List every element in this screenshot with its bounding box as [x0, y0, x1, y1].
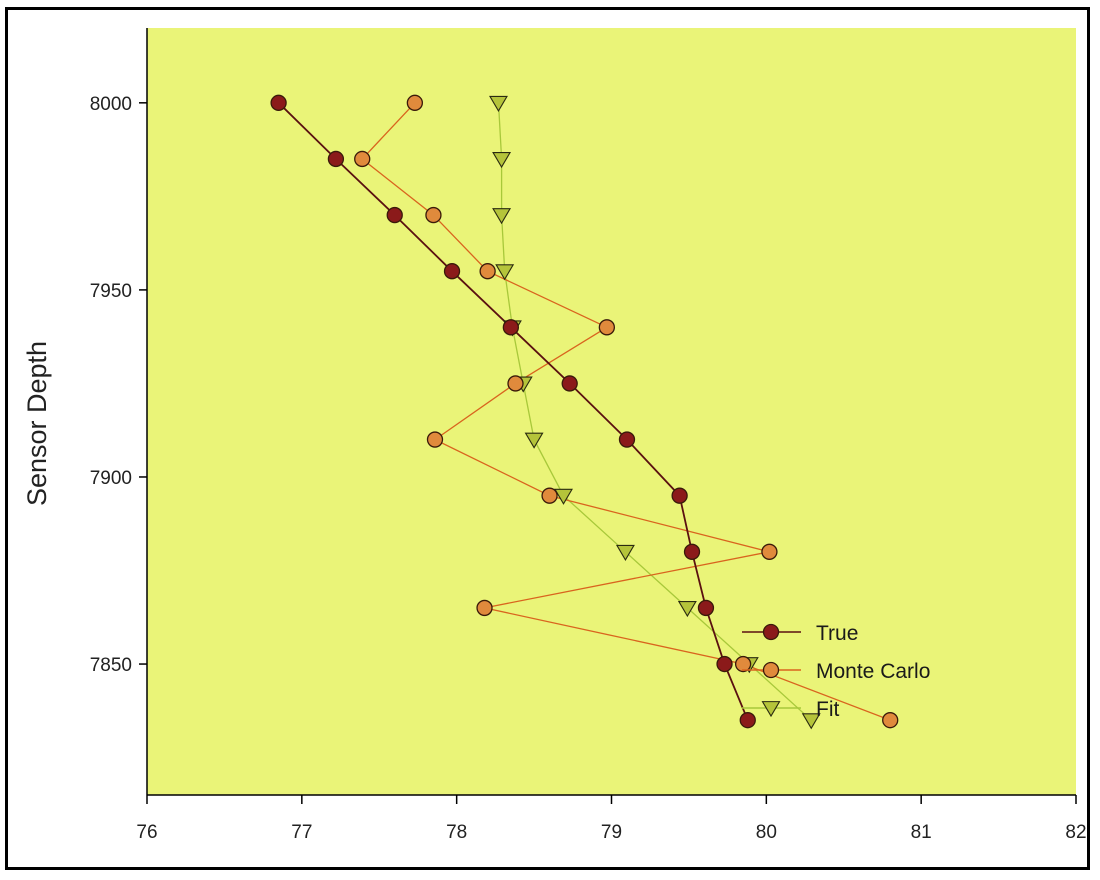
series-line-monte-carlo	[361, 102, 891, 721]
x-tick-label: 81	[911, 822, 932, 843]
x-tick-label: 82	[1065, 822, 1086, 843]
y-axis-title: Sensor Depth	[22, 341, 52, 506]
data-point-fit	[495, 264, 515, 281]
data-point-true	[697, 599, 715, 617]
data-point-monte-carlo	[425, 206, 442, 224]
data-point-fit	[554, 488, 573, 505]
y-axis: 7850 7900 7950 8000	[90, 28, 148, 795]
x-tick-label: 76	[136, 822, 157, 843]
legend-marker	[762, 623, 780, 641]
data-point-true	[386, 206, 403, 224]
legend-marker	[761, 701, 781, 718]
legend-item-true: True	[742, 622, 858, 645]
data-point-fit	[492, 152, 512, 169]
data-point-true	[716, 655, 733, 673]
data-point-monte-carlo	[598, 319, 616, 336]
data-point-fit	[615, 544, 635, 561]
legend-marker	[762, 661, 780, 679]
legend-label: True	[816, 622, 858, 645]
data-point-true	[502, 319, 520, 336]
plot-area	[147, 28, 1076, 795]
x-tick-label: 80	[756, 822, 777, 843]
data-point-true	[683, 543, 701, 560]
series-line-fit	[497, 102, 812, 721]
y-tick-label: 7900	[90, 468, 132, 489]
legend-label: Monte Carlo	[816, 660, 930, 683]
data-point-monte-carlo	[541, 487, 558, 504]
data-point-monte-carlo	[761, 543, 778, 560]
legend-label: Fit	[816, 698, 839, 721]
data-point-fit	[801, 713, 821, 730]
data-point-monte-carlo	[354, 150, 371, 168]
data-point-monte-carlo	[476, 599, 493, 617]
legend-item-fit: Fit	[742, 698, 839, 721]
legend: True Monte Carlo Fit	[742, 622, 930, 721]
x-axis: 76 77 78 79 80 81 82	[136, 794, 1087, 843]
series-points-true	[270, 94, 756, 729]
series-points-monte-carlo	[354, 94, 899, 729]
data-point-monte-carlo	[507, 375, 524, 392]
data-point-monte-carlo	[406, 94, 424, 111]
series-layer	[270, 94, 899, 730]
data-point-fit	[524, 432, 544, 449]
series-line-true	[277, 102, 749, 721]
data-point-true	[618, 431, 636, 448]
data-point-true	[327, 150, 345, 168]
data-point-monte-carlo	[426, 431, 444, 448]
data-point-true	[739, 712, 756, 729]
y-tick-label: 7850	[90, 655, 132, 676]
x-tick-label: 79	[601, 822, 622, 843]
data-point-fit	[677, 601, 697, 618]
x-tick-label: 77	[291, 822, 312, 843]
data-point-true	[561, 375, 578, 392]
y-tick-label: 7950	[90, 281, 132, 302]
data-point-true	[270, 94, 287, 111]
data-point-true	[671, 487, 688, 504]
data-point-monte-carlo	[479, 263, 496, 280]
y-tick-label: 8000	[90, 94, 132, 115]
data-point-true	[443, 263, 461, 280]
x-tick-label: 78	[446, 822, 467, 843]
data-point-monte-carlo	[882, 712, 899, 729]
data-point-monte-carlo	[734, 655, 752, 673]
data-point-fit	[492, 208, 512, 225]
data-point-fit	[489, 95, 508, 112]
legend-item-monte-carlo: Monte Carlo	[742, 660, 930, 683]
